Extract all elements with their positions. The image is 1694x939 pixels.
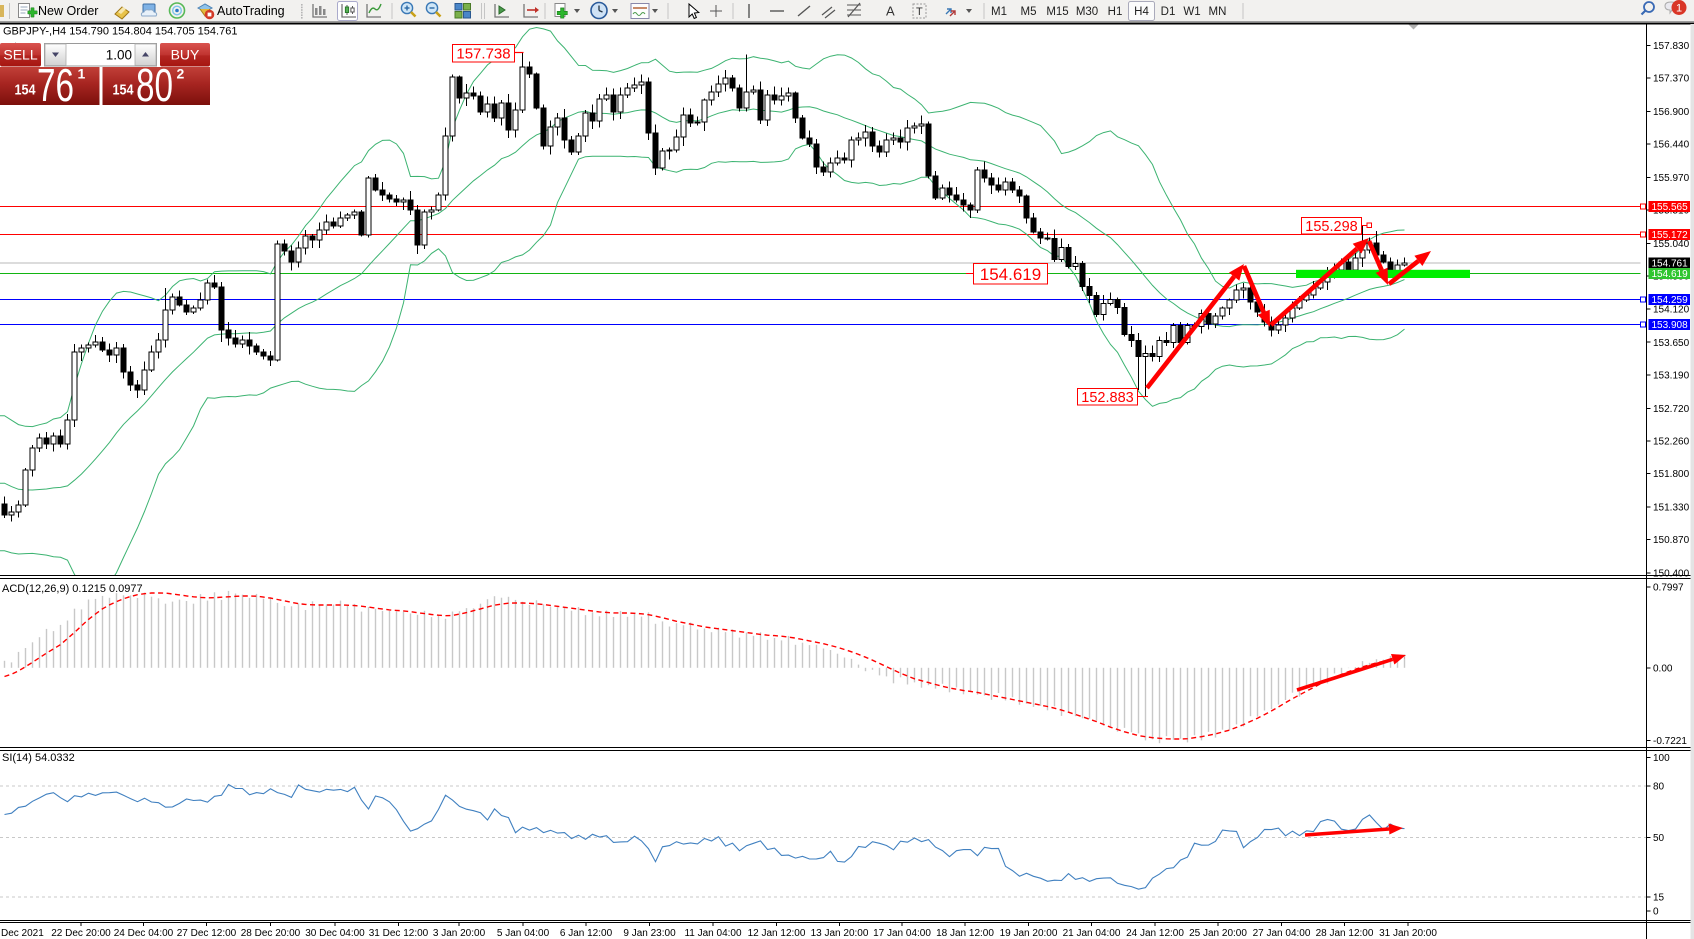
svg-text:5 Jan 04:00: 5 Jan 04:00 bbox=[497, 928, 550, 939]
svg-text:9 Jan 23:00: 9 Jan 23:00 bbox=[623, 928, 676, 939]
svg-text:150.400: 150.400 bbox=[1653, 569, 1690, 580]
svg-text:18 Jan 12:00: 18 Jan 12:00 bbox=[936, 928, 994, 939]
svg-text:Dec 2021: Dec 2021 bbox=[1, 928, 44, 939]
svg-text:154: 154 bbox=[15, 82, 37, 99]
svg-text:3 Jan 20:00: 3 Jan 20:00 bbox=[433, 928, 486, 939]
svg-text:152.883: 152.883 bbox=[1081, 390, 1133, 406]
svg-text:A: A bbox=[886, 4, 895, 19]
svg-text:SI(14) 54.0332: SI(14) 54.0332 bbox=[2, 752, 75, 764]
svg-text:155.970: 155.970 bbox=[1653, 173, 1690, 184]
svg-text:H4: H4 bbox=[1134, 6, 1149, 18]
svg-text:-0.7221: -0.7221 bbox=[1653, 736, 1687, 747]
svg-text:D1: D1 bbox=[1161, 6, 1176, 18]
svg-text:1.00: 1.00 bbox=[106, 48, 132, 63]
svg-text:157.738: 157.738 bbox=[456, 46, 510, 63]
svg-text:15: 15 bbox=[1653, 893, 1665, 904]
svg-text:ACD(12,26,9) 0.1215 0.0977: ACD(12,26,9) 0.1215 0.0977 bbox=[2, 583, 143, 595]
svg-text:21 Jan 04:00: 21 Jan 04:00 bbox=[1063, 928, 1121, 939]
svg-text:153.908: 153.908 bbox=[1652, 320, 1689, 331]
svg-text:BUY: BUY bbox=[171, 47, 200, 63]
svg-text:153.650: 153.650 bbox=[1653, 338, 1690, 349]
svg-text:154: 154 bbox=[113, 82, 135, 99]
svg-text:31 Dec 12:00: 31 Dec 12:00 bbox=[369, 928, 429, 939]
svg-text:157.830: 157.830 bbox=[1653, 41, 1690, 52]
svg-text:H1: H1 bbox=[1108, 6, 1123, 18]
svg-text:17 Jan 04:00: 17 Jan 04:00 bbox=[873, 928, 931, 939]
svg-text:154.120: 154.120 bbox=[1653, 304, 1690, 315]
svg-text:28 Dec 20:00: 28 Dec 20:00 bbox=[241, 928, 301, 939]
svg-text:154.619: 154.619 bbox=[1652, 269, 1689, 280]
svg-text:1: 1 bbox=[1676, 3, 1682, 15]
svg-text:151.330: 151.330 bbox=[1653, 503, 1690, 514]
svg-text:0: 0 bbox=[1653, 907, 1659, 918]
svg-text:New Order: New Order bbox=[38, 4, 98, 18]
svg-text:155.298: 155.298 bbox=[1305, 219, 1357, 235]
svg-text:GBPJPY-,H4 154.790 154.804 15: GBPJPY-,H4 154.790 154.804 154.705 154.7… bbox=[3, 26, 237, 38]
svg-text:6 Jan 12:00: 6 Jan 12:00 bbox=[560, 928, 613, 939]
svg-text:MN: MN bbox=[1209, 6, 1227, 18]
svg-text:0.7997: 0.7997 bbox=[1653, 583, 1684, 594]
svg-text:19 Jan 20:00: 19 Jan 20:00 bbox=[1000, 928, 1058, 939]
svg-text:AutoTrading: AutoTrading bbox=[217, 4, 285, 18]
svg-text:12 Jan 12:00: 12 Jan 12:00 bbox=[748, 928, 806, 939]
svg-text:100: 100 bbox=[1653, 753, 1670, 764]
svg-text:27 Jan 04:00: 27 Jan 04:00 bbox=[1253, 928, 1311, 939]
svg-text:22 Dec 20:00: 22 Dec 20:00 bbox=[51, 928, 111, 939]
svg-text:27 Dec 12:00: 27 Dec 12:00 bbox=[177, 928, 237, 939]
svg-text:0.00: 0.00 bbox=[1653, 663, 1673, 674]
svg-text:156.440: 156.440 bbox=[1653, 140, 1690, 151]
svg-text:154.259: 154.259 bbox=[1652, 295, 1689, 306]
svg-text:155.040: 155.040 bbox=[1653, 239, 1690, 250]
svg-text:80: 80 bbox=[136, 59, 173, 111]
svg-text:153.190: 153.190 bbox=[1653, 370, 1690, 381]
svg-text:157.370: 157.370 bbox=[1653, 74, 1690, 85]
svg-text:30 Dec 04:00: 30 Dec 04:00 bbox=[305, 928, 365, 939]
svg-text:156.900: 156.900 bbox=[1653, 107, 1690, 118]
svg-text:M5: M5 bbox=[1021, 6, 1037, 18]
svg-text:M15: M15 bbox=[1046, 6, 1068, 18]
svg-text:M1: M1 bbox=[991, 6, 1007, 18]
svg-text:25 Jan 20:00: 25 Jan 20:00 bbox=[1189, 928, 1247, 939]
svg-text:154.761: 154.761 bbox=[1652, 259, 1689, 270]
svg-text:76: 76 bbox=[37, 59, 74, 111]
svg-text:11 Jan 04:00: 11 Jan 04:00 bbox=[684, 928, 742, 939]
svg-text:28 Jan 12:00: 28 Jan 12:00 bbox=[1316, 928, 1374, 939]
svg-text:T: T bbox=[916, 6, 923, 18]
svg-text:24 Jan 12:00: 24 Jan 12:00 bbox=[1126, 928, 1184, 939]
svg-text:SELL: SELL bbox=[3, 47, 37, 63]
svg-text:24 Dec 04:00: 24 Dec 04:00 bbox=[114, 928, 174, 939]
svg-text:152.720: 152.720 bbox=[1653, 404, 1690, 415]
svg-text:13 Jan 20:00: 13 Jan 20:00 bbox=[811, 928, 869, 939]
svg-text:150.870: 150.870 bbox=[1653, 535, 1690, 546]
svg-text:152.260: 152.260 bbox=[1653, 436, 1690, 447]
svg-text:31 Jan 20:00: 31 Jan 20:00 bbox=[1379, 928, 1437, 939]
svg-text:M30: M30 bbox=[1076, 6, 1098, 18]
svg-text:W1: W1 bbox=[1183, 6, 1200, 18]
svg-text:2: 2 bbox=[177, 66, 185, 82]
svg-text:151.800: 151.800 bbox=[1653, 469, 1690, 480]
svg-text:50: 50 bbox=[1653, 833, 1665, 844]
svg-text:155.565: 155.565 bbox=[1652, 202, 1689, 213]
svg-text:155.172: 155.172 bbox=[1652, 230, 1689, 241]
svg-text:154.619: 154.619 bbox=[980, 265, 1041, 284]
svg-text:1: 1 bbox=[78, 66, 86, 82]
svg-text:80: 80 bbox=[1653, 782, 1665, 793]
